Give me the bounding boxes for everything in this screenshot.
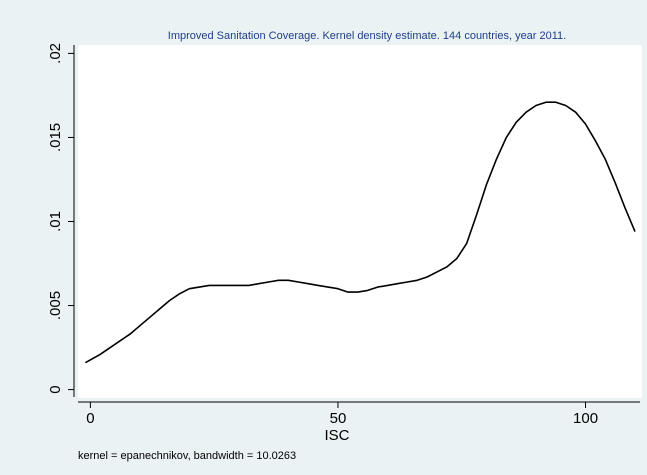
x-axis-title: ISC [324, 427, 349, 444]
x-axis-ticks: 0 50 100 [86, 402, 598, 427]
x-tick-label: 50 [330, 410, 347, 427]
x-tick-label: 0 [86, 410, 94, 427]
density-curve [85, 101, 636, 364]
y-tick-label: .01 [47, 211, 64, 232]
y-tick-label: .015 [47, 123, 64, 152]
plot-area [78, 45, 642, 398]
chart-title: Improved Sanitation Coverage. Kernel den… [168, 30, 566, 42]
y-tick-label: .02 [47, 43, 64, 64]
y-axis-ticks: 0 .005 .01 .015 .02 [47, 43, 74, 394]
x-tick-label: 100 [573, 410, 598, 427]
y-tick-label: .005 [47, 291, 64, 320]
y-tick-label: 0 [47, 385, 64, 393]
kernel-note: kernel = epanechnikov, bandwidth = 10.02… [78, 450, 296, 462]
